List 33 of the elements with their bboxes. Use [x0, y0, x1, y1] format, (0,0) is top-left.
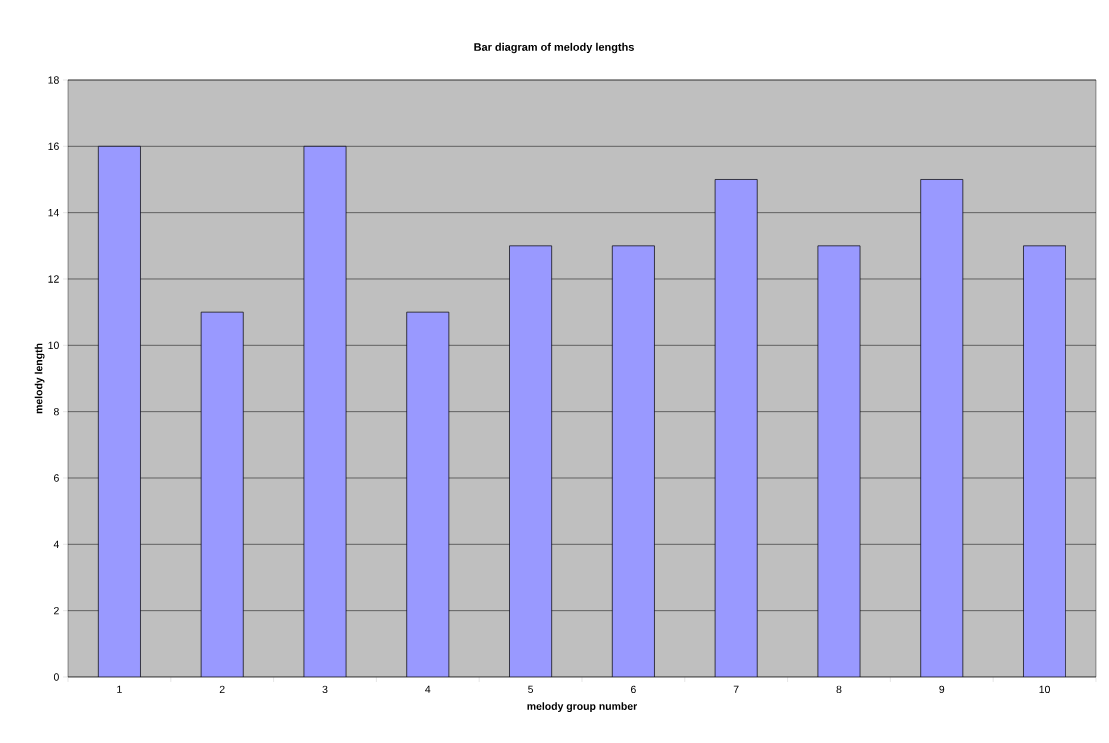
y-tick-label: 8: [53, 407, 59, 416]
bar: [611, 245, 655, 677]
bar: [406, 311, 450, 677]
chart-title: Bar diagram of melody lengths: [474, 42, 634, 54]
bar: [303, 145, 347, 677]
x-tick-label: 8: [836, 685, 842, 694]
x-tick-label: 7: [733, 685, 739, 693]
bar: [509, 245, 553, 677]
y-tick-label: 6: [54, 474, 59, 482]
x-axis-title: melody group number: [527, 702, 638, 713]
bar: [1023, 245, 1066, 677]
y-axis-title: melody length: [34, 343, 45, 414]
y-tick-label: 0: [53, 673, 59, 681]
x-tick-label: 1: [117, 685, 122, 693]
x-tick-label: 9: [939, 685, 945, 694]
y-tick-label: 14: [48, 209, 59, 217]
y-tick-label: 10: [48, 341, 59, 350]
y-tick-label: 2: [54, 607, 59, 615]
x-tick-label: 5: [528, 685, 534, 693]
bar: [920, 179, 964, 677]
x-tick-label: 6: [631, 685, 636, 694]
y-tick-label: 4: [53, 540, 59, 548]
bar: [97, 145, 141, 677]
y-tick-label: 18: [48, 76, 59, 84]
x-tick-label: 4: [425, 685, 431, 693]
bar: [200, 311, 244, 677]
x-tick-label: 10: [1039, 685, 1050, 694]
bar: [714, 179, 758, 677]
x-tick-label: 3: [322, 685, 328, 694]
y-tick-label: 16: [48, 142, 59, 151]
y-tick-label: 12: [48, 275, 59, 283]
x-tick-label: 2: [219, 685, 225, 693]
bar: [817, 245, 861, 677]
